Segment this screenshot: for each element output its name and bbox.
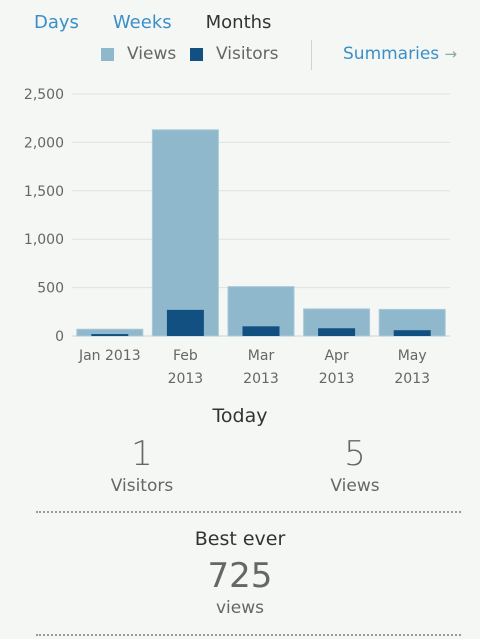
divider-today [36,511,461,513]
y-tick-label: 1,500 [24,184,64,200]
y-tick-label: 500 [37,281,64,297]
y-tick-label: 2,000 [24,135,64,151]
today-visitors-label: Visitors [110,476,174,496]
legend-visitors: Visitors [190,44,278,64]
legend-views-label: Views [127,44,177,64]
legend-divider [311,40,312,70]
x-tick-label: 2013 [394,371,430,387]
today-title: Today [212,405,268,427]
visitors-bar [91,334,129,336]
best-ever-label: views [215,598,264,618]
today-views-value: 5 [344,434,366,474]
legend-views-swatch [101,47,114,61]
x-tick-label: Jan 2013 [78,348,141,364]
visitors-bar [166,309,204,336]
y-tick-label: 1,000 [24,232,64,248]
x-tick-label: May [398,348,427,364]
legend-visitors-swatch [190,47,203,61]
legend-views: Views [101,44,176,64]
visitors-bar [242,326,280,336]
x-tick-label: 2013 [168,371,204,387]
today-views-label: Views [330,476,380,496]
summaries-label: Summaries [343,44,440,64]
best-ever-title: Best ever [194,528,286,550]
chart-legend: Views Visitors Summaries → [0,40,480,70]
x-tick-label: Feb [173,348,198,364]
today-visitors-value: 1 [131,434,153,474]
views-bar [151,129,219,337]
tab-weeks[interactable]: Weeks [112,12,172,33]
y-tick-label: 2,500 [24,87,64,103]
x-tick-label: 2013 [243,371,279,387]
divider-best [36,634,461,636]
today-visitors-stat: 1 Visitors [62,434,222,496]
today-views-stat: 5 Views [275,434,435,496]
x-tick-label: Mar [248,348,275,364]
tab-days[interactable]: Days [34,12,79,33]
legend-visitors-label: Visitors [216,44,279,64]
tab-months[interactable]: Months [205,12,272,33]
visitors-bar [393,330,431,336]
stats-bar-chart: 0 500 1,000 1,500 2,000 2,500 Jan 2013 Feb 2013 M… [24,87,450,387]
arrow-right-icon: → [444,45,458,63]
visitors-bar [318,328,356,336]
x-tick-label: 2013 [319,371,355,387]
x-tick-label: Apr [324,348,348,364]
best-ever-value: 725 [207,556,273,596]
summaries-link[interactable]: Summaries → [343,44,457,64]
period-tabs: Days Weeks Months [34,12,305,33]
y-tick-label: 0 [55,329,64,345]
